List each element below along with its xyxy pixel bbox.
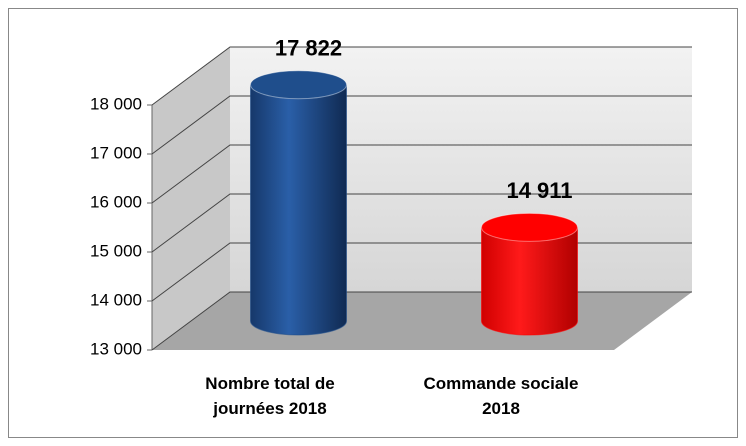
bar xyxy=(250,84,347,336)
y-tick-label: 14 000 xyxy=(90,290,142,309)
bar-top xyxy=(250,70,347,100)
side-wall xyxy=(152,47,230,350)
bar xyxy=(481,227,578,336)
value-label: 17 822 xyxy=(275,36,342,61)
y-tick-label: 13 000 xyxy=(90,339,142,358)
grid-line xyxy=(151,95,692,155)
y-tick-label: 18 000 xyxy=(90,94,142,113)
y-tick-label: 15 000 xyxy=(90,241,142,260)
value-label: 14 911 xyxy=(506,178,572,203)
y-tick-label: 16 000 xyxy=(90,192,142,211)
x-tick-label: Commande sociale 2018 xyxy=(423,374,579,418)
x-tick-label: Nombre total de journées 2018 xyxy=(205,374,335,418)
grid-line xyxy=(151,46,692,106)
grid-line xyxy=(151,193,692,253)
bar-top xyxy=(481,212,578,242)
floor xyxy=(152,292,692,350)
y-tick-label: 17 000 xyxy=(90,143,142,162)
grid-line xyxy=(151,144,692,204)
